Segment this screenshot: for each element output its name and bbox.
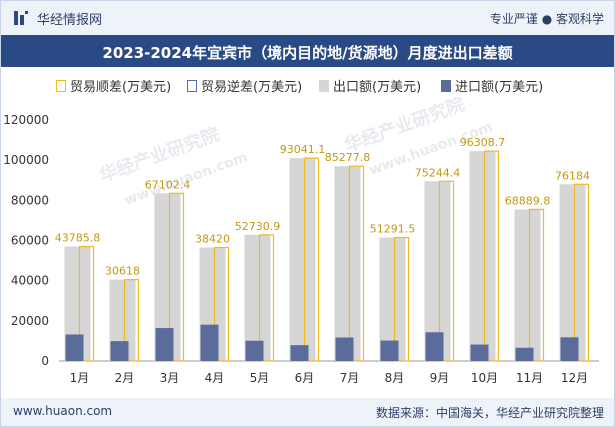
x-tick-label: 1月 [70,371,90,385]
y-tick-label: 100000 [3,153,49,167]
footer-source: 数据来源：中国海关，华经产业研究院整理 [375,406,604,420]
import-bar [245,340,264,361]
y-tick-label: 80000 [11,193,49,207]
import-bar [380,340,399,361]
surplus-data-label: 68889.8 [505,194,551,207]
legend-label-deficit: 贸易逆差(万美元) [201,80,303,95]
chart-title: 2023-2024年宜宾市（境内目的地/货源地）月度进出口差额 [102,44,513,62]
x-tick-label: 9月 [430,371,450,385]
surplus-data-label: 67102.4 [145,178,191,191]
footer-url: www.huaon.com [13,404,113,418]
surplus-bar [393,236,410,362]
legend-item-import: 进口额(万美元) [441,76,544,95]
surplus-bar [258,234,275,362]
export-bar [424,181,451,361]
x-tick-label: 7月 [340,371,360,385]
import-bar [65,334,84,361]
brand-logo-icon [14,11,28,25]
surplus-data-label: 93041.1 [280,143,326,156]
legend-item-export: 出口额(万美元) [319,76,422,95]
legend-swatch-deficit [187,80,197,92]
surplus-bar [123,279,140,362]
legend-label-export: 出口额(万美元) [333,80,422,95]
x-tick-label: 10月 [471,371,498,385]
surplus-bar [213,246,230,362]
x-tick-label: 3月 [160,371,180,385]
footer-bar: www.huaon.com 数据来源：中国海关，华经产业研究院整理 [1,398,614,426]
x-tick-label: 11月 [516,371,543,385]
surplus-data-label: 75244.4 [415,166,461,179]
export-bar [379,237,406,361]
import-bar [470,344,489,361]
export-bar [334,166,361,361]
y-tick-label: 0 [41,354,49,368]
surplus-data-label: 51291.5 [370,222,416,235]
surplus-bar [528,208,545,362]
import-bar [335,337,354,361]
export-bar [514,209,541,361]
surplus-bar [78,245,95,362]
x-tick-label: 6月 [295,371,315,385]
surplus-bar [348,165,365,362]
surplus-bar [168,192,185,362]
surplus-bar [573,183,590,362]
surplus-data-label: 30618 [105,265,140,278]
import-bar [560,337,579,361]
import-bar [110,341,129,361]
legend-item-deficit: 贸易逆差(万美元) [187,76,303,95]
export-bar [289,158,316,361]
surplus-data-label: 38420 [195,233,230,246]
chart-plot: 0 20000 40000 60000 80000 100000 120000 43785.8… [3,113,599,385]
surplus-data-label: 76184 [555,169,590,182]
x-tick-label: 5月 [250,371,270,385]
top-bar: 华经情报网 专业严谨 ● 客观科学 [1,1,614,35]
import-bar [290,345,309,361]
surplus-data-label: 43785.8 [55,232,101,245]
export-bar [559,184,586,361]
y-tick-label: 40000 [11,274,49,288]
surplus-bar [303,157,320,362]
import-bar [155,328,174,361]
slogan: 专业严谨 ● 客观科学 [489,12,604,26]
legend-swatch-export [319,80,329,92]
surplus-data-label: 96308.7 [460,136,506,149]
surplus-bar [438,180,455,362]
import-bar [425,332,444,361]
legend-swatch-import [441,80,451,92]
legend-item-surplus: 贸易顺差(万美元) [56,76,172,95]
export-bar [469,151,496,361]
surplus-data-label: 52730.9 [235,220,281,233]
x-tick-label: 2月 [115,371,135,385]
legend-label-import: 进口额(万美元) [455,80,544,95]
brand-name: 华经情报网 [37,13,103,28]
legend-label-surplus: 贸易顺差(万美元) [70,80,172,95]
x-tick-label: 8月 [385,371,405,385]
title-bar: 2023-2024年宜宾市（境内目的地/货源地）月度进出口差额 [1,35,614,67]
legend-swatch-surplus [56,80,66,92]
surplus-bar [483,150,500,362]
x-tick-label: 12月 [561,371,588,385]
surplus-data-label: 85277.8 [325,151,371,164]
y-tick-label: 120000 [3,113,49,127]
chart-legend: 贸易顺差(万美元) 贸易逆差(万美元) 出口额(万美元) 进口额(万美元) [1,76,614,95]
import-bar [200,324,219,361]
y-tick-label: 20000 [11,314,49,328]
y-tick-label: 60000 [11,234,49,248]
x-tick-label: 4月 [205,371,225,385]
export-bar [244,234,271,361]
import-bar [515,347,534,361]
